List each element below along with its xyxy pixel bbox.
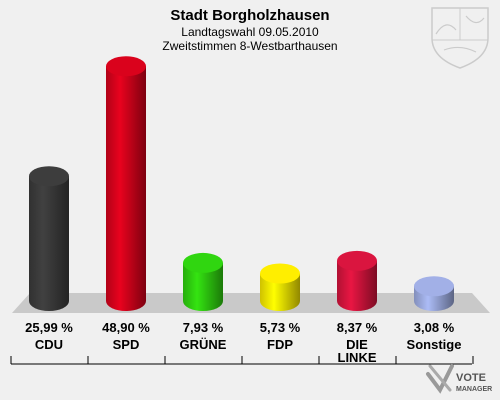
vote-manager-logo-subtitle: MANAGER xyxy=(456,386,492,393)
chart-subtitle: Landtagswahl 09.05.2010 xyxy=(181,25,319,39)
bar-gr-ne xyxy=(183,252,223,311)
bar-sonstige xyxy=(414,276,454,311)
category-label-die-linke-2: LINKE xyxy=(338,350,377,365)
nrw-coat-of-arms-icon xyxy=(431,7,489,69)
category-label-gr-ne: GRÜNE xyxy=(180,337,227,352)
vote-manager-check-icon xyxy=(426,364,454,394)
value-label-spd: 48,90 % xyxy=(102,320,150,335)
bars-group xyxy=(29,56,454,311)
chart-subtitle-2: Zweitstimmen 8-Westbarthausen xyxy=(162,39,337,53)
category-axis xyxy=(10,356,474,365)
value-label-gr-ne: 7,93 % xyxy=(183,320,224,335)
value-label-die-linke: 8,37 % xyxy=(337,320,378,335)
bar-fdp xyxy=(260,263,300,311)
category-label-sonstige: Sonstige xyxy=(407,337,462,352)
labels-group: 25,99 % CDU 48,90 % SPD 7,93 % GRÜNE 5,73 % FDP… xyxy=(25,320,461,365)
value-label-sonstige: 3,08 % xyxy=(414,320,455,335)
vote-manager-logo-title: VOTE xyxy=(456,372,486,384)
category-label-die-linke-1: DIE xyxy=(346,337,368,352)
bar-die-linke xyxy=(337,250,377,311)
category-label-fdp: FDP xyxy=(267,337,293,352)
category-label-cdu: CDU xyxy=(35,337,63,352)
value-label-cdu: 25,99 % xyxy=(25,320,73,335)
category-label-spd: SPD xyxy=(113,337,140,352)
bar-cdu xyxy=(29,166,69,311)
value-label-fdp: 5,73 % xyxy=(260,320,301,335)
chart-title: Stadt Borgholzhausen xyxy=(170,7,329,24)
bar-spd xyxy=(106,56,146,311)
vote-manager-logo: VOTE MANAGER xyxy=(426,364,492,394)
